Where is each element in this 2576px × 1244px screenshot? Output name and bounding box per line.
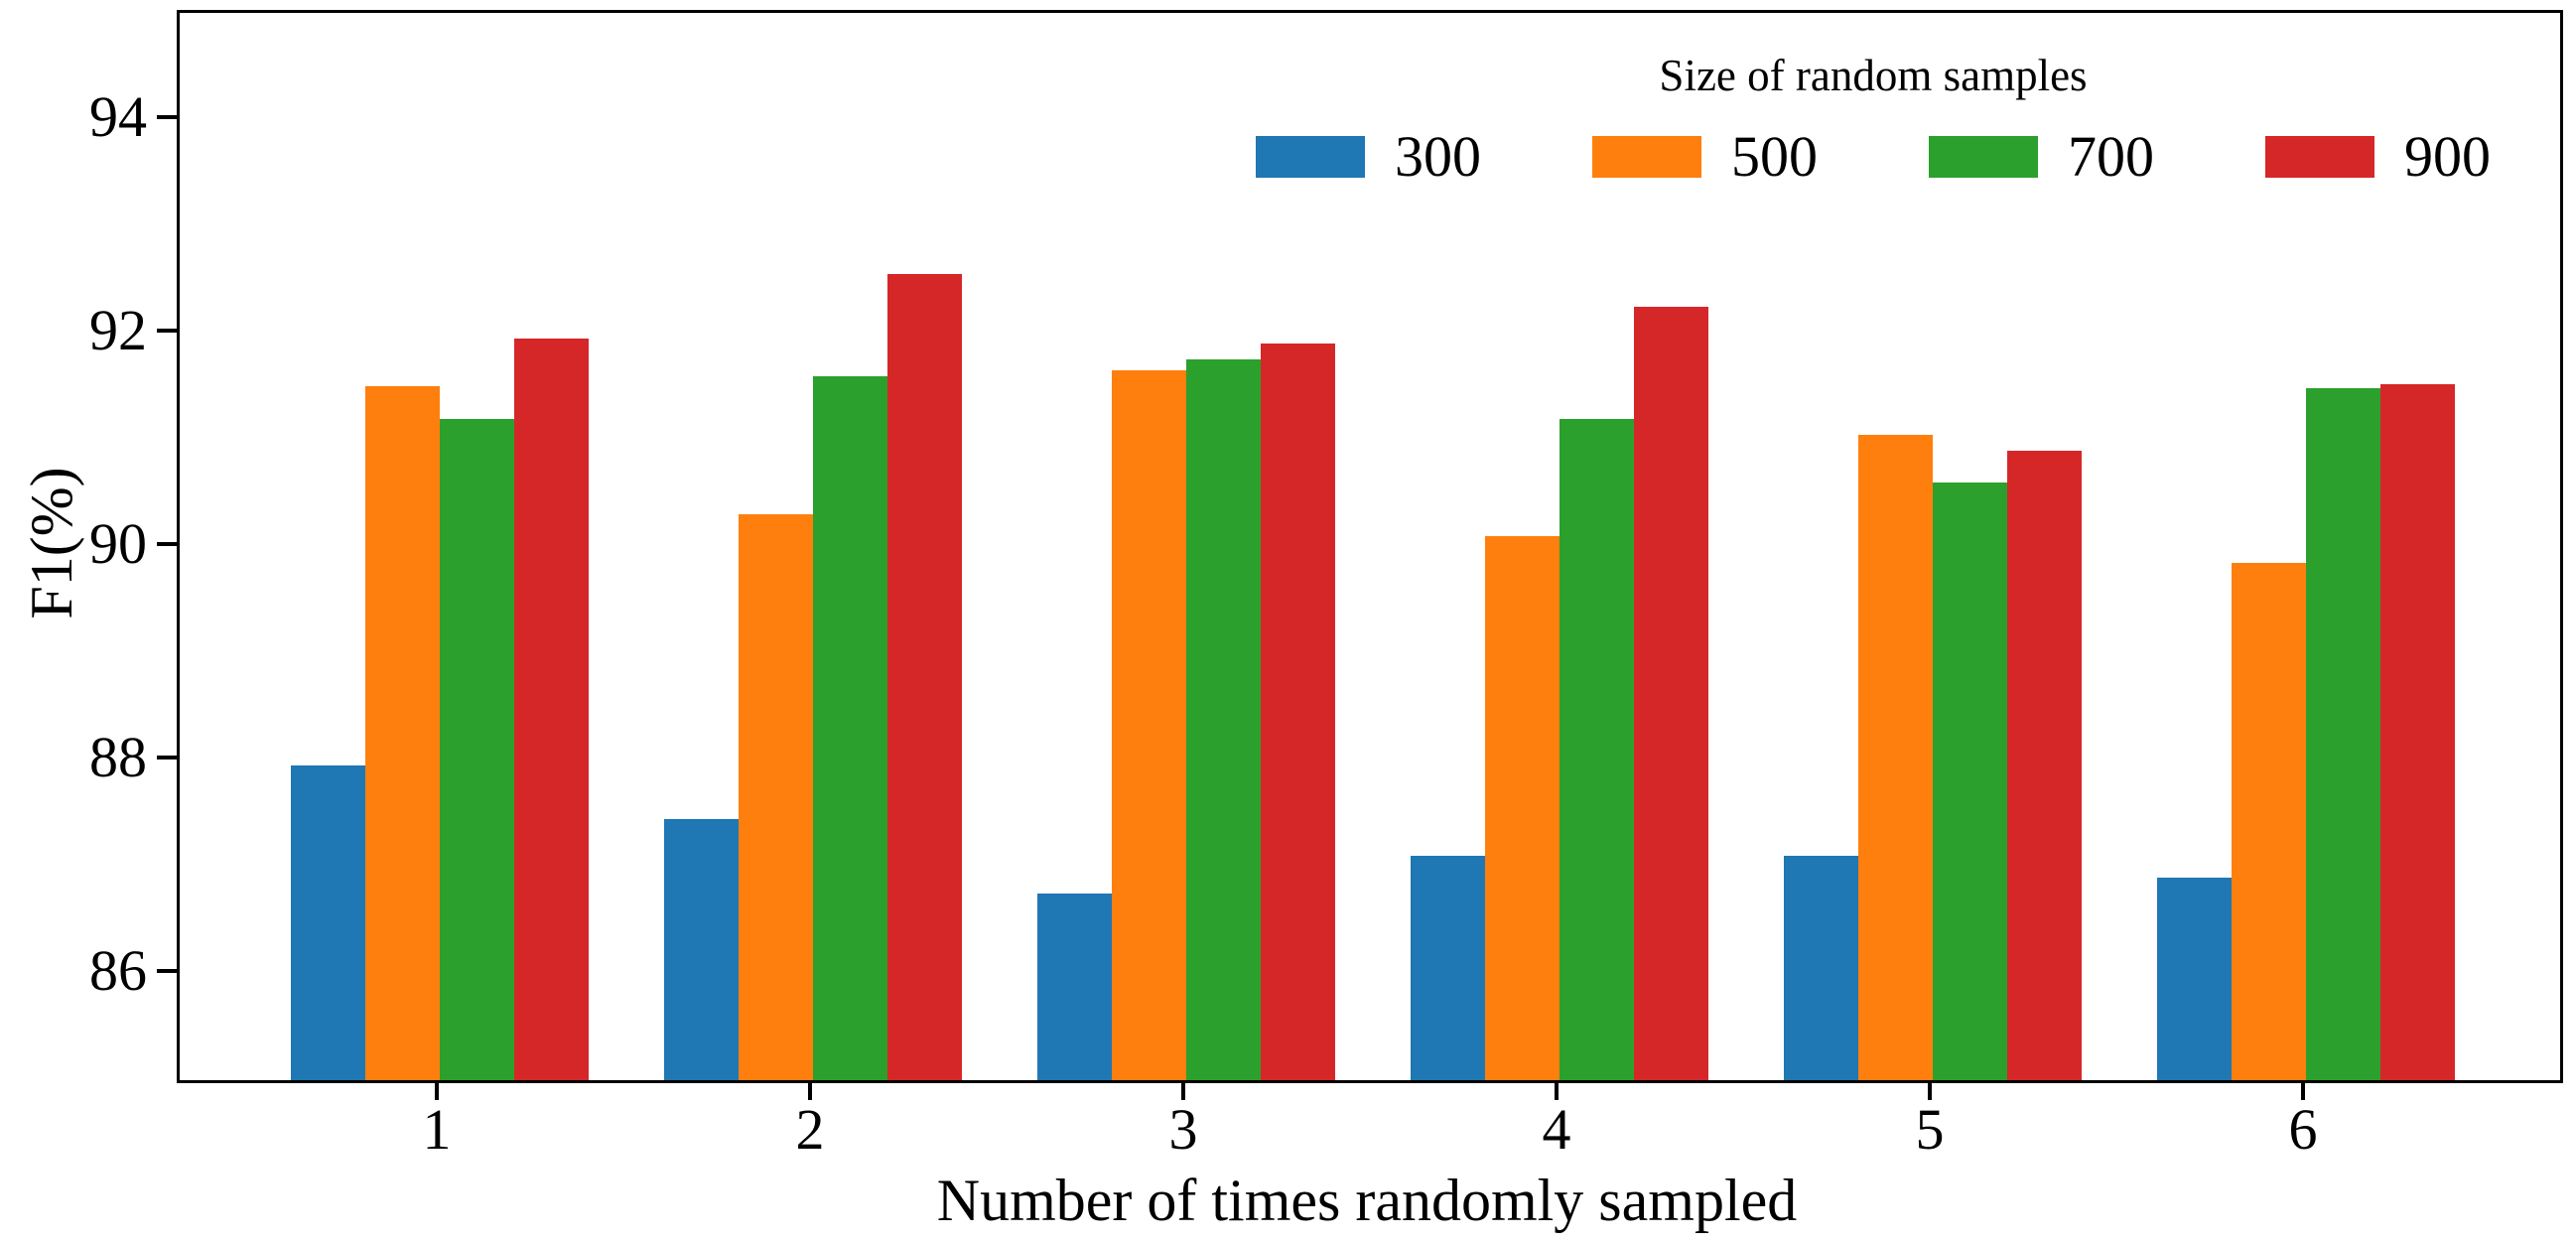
legend: 300 500 700 900	[1256, 127, 2491, 187]
legend-swatch-700	[1929, 136, 2038, 178]
y-tick-label-88: 88	[89, 724, 147, 789]
bar-series-300-group-3	[1037, 893, 1112, 1080]
bar-series-500-group-1	[365, 386, 440, 1080]
y-tick-mark-88	[157, 755, 177, 760]
y-tick-label-90: 90	[89, 510, 147, 576]
plot-area	[177, 10, 2563, 1083]
y-tick-label-92: 92	[89, 297, 147, 362]
bar-series-700-group-1	[440, 418, 514, 1080]
bar-series-700-group-2	[813, 375, 887, 1080]
bar-series-500-group-2	[739, 514, 813, 1080]
y-tick-label-94: 94	[89, 83, 147, 149]
x-tick-mark-2	[808, 1080, 812, 1100]
x-tick-label-3: 3	[1168, 1097, 1198, 1162]
bar-series-900-group-5	[2007, 450, 2082, 1080]
legend-swatch-500	[1592, 136, 1701, 178]
x-tick-label-4: 4	[1542, 1097, 1571, 1162]
bar-series-500-group-5	[1858, 434, 1933, 1080]
legend-swatch-300	[1256, 136, 1365, 178]
y-tick-mark-90	[157, 541, 177, 546]
bar-series-500-group-4	[1485, 535, 1559, 1080]
bar-series-900-group-1	[514, 338, 589, 1080]
bar-series-500-group-6	[2232, 562, 2306, 1080]
legend-item-700: 700	[1929, 127, 2154, 187]
bar-series-700-group-5	[1933, 483, 2007, 1080]
legend-item-300: 300	[1256, 127, 1481, 187]
legend-label-700: 700	[2068, 124, 2154, 189]
x-tick-label-5: 5	[1915, 1097, 1945, 1162]
legend-item-500: 500	[1592, 127, 1818, 187]
x-axis-label: Number of times randomly sampled	[936, 1168, 1798, 1233]
legend-swatch-900	[2265, 136, 2374, 178]
legend-label-500: 500	[1731, 124, 1818, 189]
x-tick-mark-1	[435, 1080, 439, 1100]
bar-series-900-group-2	[887, 274, 962, 1080]
bar-series-300-group-6	[2157, 877, 2232, 1080]
bar-series-500-group-3	[1112, 370, 1186, 1080]
bar-series-900-group-6	[2380, 384, 2455, 1080]
x-tick-mark-3	[1181, 1080, 1185, 1100]
x-tick-label-2: 2	[795, 1097, 825, 1162]
x-tick-mark-6	[2301, 1080, 2305, 1100]
legend-label-900: 900	[2404, 124, 2491, 189]
y-tick-mark-94	[157, 114, 177, 119]
x-tick-mark-5	[1928, 1080, 1932, 1100]
bar-series-300-group-5	[1784, 856, 1858, 1080]
bar-series-900-group-3	[1261, 344, 1335, 1080]
bar-series-300-group-1	[291, 764, 365, 1080]
bar-series-700-group-4	[1559, 418, 1634, 1080]
legend-item-900: 900	[2265, 127, 2491, 187]
x-tick-label-1: 1	[422, 1097, 452, 1162]
legend-title: Size of random samples	[1659, 51, 2088, 100]
y-tick-mark-86	[157, 968, 177, 973]
y-tick-label-86: 86	[89, 937, 147, 1003]
bar-series-700-group-6	[2306, 388, 2380, 1080]
bar-series-300-group-2	[664, 818, 739, 1080]
bar-series-900-group-4	[1634, 306, 1708, 1080]
legend-label-300: 300	[1395, 124, 1481, 189]
x-tick-mark-4	[1555, 1080, 1559, 1100]
x-tick-label-6: 6	[2288, 1097, 2318, 1162]
y-tick-mark-92	[157, 328, 177, 333]
bar-series-300-group-4	[1411, 856, 1485, 1080]
bar-series-700-group-3	[1186, 359, 1261, 1080]
